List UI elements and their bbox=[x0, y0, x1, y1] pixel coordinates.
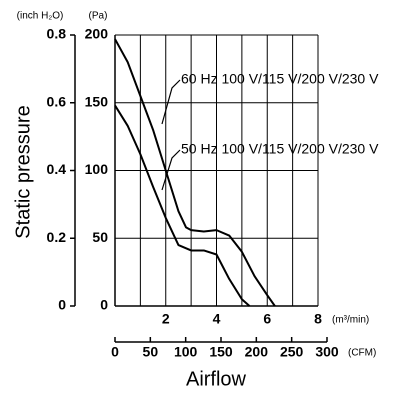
y2-unit: (inch H₂O) bbox=[17, 11, 64, 22]
x2-tick-label: 150 bbox=[209, 344, 233, 360]
y-tick-label: 0 bbox=[100, 297, 108, 313]
x2-tick-label: 50 bbox=[143, 344, 159, 360]
y-tick-label: 200 bbox=[85, 26, 109, 42]
series-label: 60 Hz 100 V/115 V/200 V/230 V bbox=[181, 71, 379, 87]
x-unit: (m³/min) bbox=[332, 315, 369, 326]
x2-unit: (CFM) bbox=[348, 348, 376, 359]
series-label: 50 Hz 100 V/115 V/200 V/230 V bbox=[181, 141, 379, 157]
x2-tick-label: 200 bbox=[245, 344, 269, 360]
leader-line bbox=[161, 79, 181, 125]
x2-tick-label: 100 bbox=[174, 344, 198, 360]
y2-tick-label: 0.6 bbox=[47, 93, 67, 109]
x-tick-label: 6 bbox=[263, 311, 271, 327]
x2-tick-label: 300 bbox=[315, 344, 339, 360]
x2-tick-label: 250 bbox=[280, 344, 304, 360]
y-unit: (Pa) bbox=[89, 11, 108, 22]
x-title: Airflow bbox=[186, 368, 247, 390]
x-tick-label: 2 bbox=[162, 311, 170, 327]
series-line bbox=[114, 38, 276, 307]
y-tick-label: 100 bbox=[85, 161, 109, 177]
y2-tick-label: 0.8 bbox=[47, 26, 67, 42]
series-line bbox=[114, 104, 251, 307]
y2-tick-label: 0.4 bbox=[47, 161, 67, 177]
x2-tick-label: 0 bbox=[111, 344, 119, 360]
y2-tick-label: 0.2 bbox=[47, 229, 67, 245]
y2-tick-label: 0 bbox=[58, 297, 66, 313]
x-tick-label: 4 bbox=[213, 311, 221, 327]
y-title: Static pressure bbox=[12, 105, 34, 238]
x-tick-label: 8 bbox=[314, 311, 322, 327]
y-tick-label: 50 bbox=[92, 229, 108, 245]
y-tick-label: 150 bbox=[85, 93, 109, 109]
